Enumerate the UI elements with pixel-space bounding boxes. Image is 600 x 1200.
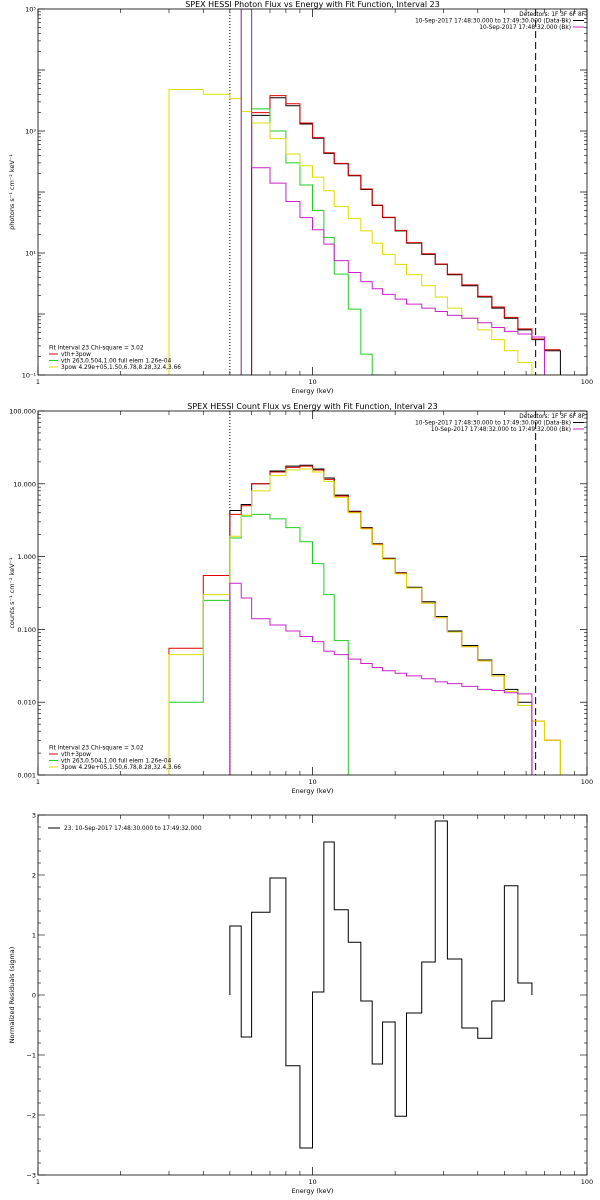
legend-title: Fit Interval 23 Chi-square = 3.02 xyxy=(49,746,144,752)
header-line: 10-Sep-2017 17:48:32.000 (Bk) xyxy=(479,25,571,31)
legend: Fit Interval 23 Chi-square = 3.02vth+3po… xyxy=(49,346,181,371)
y-tick-label: 10⁵ xyxy=(25,6,36,14)
x-tick-label: 100 xyxy=(581,1178,593,1186)
x-tick-label: 100 xyxy=(581,778,593,786)
series-residuals xyxy=(229,820,533,1149)
x-minor-ticks xyxy=(120,9,575,375)
legend-entry: vth 263,0.504,1.00 full elem 1.26e-04 xyxy=(61,759,172,765)
series-power-law xyxy=(168,88,561,375)
x-tick-label: 1 xyxy=(36,1178,40,1186)
header-line: 10-Sep-2017 17:48:30.000 to 17:49:30.000… xyxy=(415,421,571,427)
y-tick-label: −1 xyxy=(26,1052,36,1060)
x-tick-label: 10 xyxy=(308,378,316,386)
x-axis-label: Energy (keV) xyxy=(292,387,334,395)
y-tick-label: 100.000 xyxy=(9,408,36,416)
y-tick-label: 0.010 xyxy=(17,699,36,707)
legend-entry: vth 263,0.504,1.00 full elem 1.26e-04 xyxy=(61,359,172,365)
header-line: Detectors: 1F 3F 6F 8F xyxy=(519,414,585,420)
legend-entry: vth+3pow xyxy=(61,352,91,358)
x-tick-label: 10 xyxy=(308,778,316,786)
series-background xyxy=(229,582,533,775)
y-tick-label: 2 xyxy=(32,872,36,880)
chart-title: SPEX HESSI Count Flux vs Energy with Fit… xyxy=(187,402,438,411)
y-tick-label: 1.000 xyxy=(17,553,36,561)
series-group xyxy=(168,464,561,775)
y-tick-label: 10⁻¹ xyxy=(22,372,37,380)
y-tick-label: 3 xyxy=(32,812,36,820)
legend-title: Fit Interval 23 Chi-square = 3.02 xyxy=(49,346,144,352)
series-thermal xyxy=(240,9,383,375)
panel-3: 1 10 100 −3 −2 −1 0 1 2 3 Energy (keV) Normalized R… xyxy=(8,812,593,1196)
y-tick-label: 1 xyxy=(32,932,36,940)
plot-frame xyxy=(37,8,588,376)
x-tick-label: 100 xyxy=(581,378,593,386)
y-tick-label: 0 xyxy=(32,992,36,1000)
x-tick-label: 10 xyxy=(308,1178,316,1186)
plot-frame xyxy=(37,814,588,1176)
header-line: 10-Sep-2017 17:48:32.000 to 17:49:32.000… xyxy=(431,427,571,433)
y-tick-label: 10³ xyxy=(25,128,36,136)
header-line: 10-Sep-2017 17:48:30.000 to 17:49:30.000… xyxy=(415,19,571,25)
x-tick-label: 1 xyxy=(36,378,40,386)
legend: 23. 10-Sep-2017 17:48:30.000 to 17:49:32… xyxy=(48,826,202,832)
header-line: Detectors: 1F 3F 6F 8F xyxy=(519,12,585,18)
y-axis-label: photons s⁻¹ cm⁻² keV⁻¹ xyxy=(8,154,16,230)
y-axis-label: Normalized Residuals (sigma) xyxy=(8,947,16,1044)
series-group xyxy=(168,9,561,375)
panel-1: SPEX HESSI Photon Flux vs Energy with Fi… xyxy=(8,0,593,395)
x-axis-label: Energy (keV) xyxy=(292,1187,334,1195)
series-data xyxy=(229,464,533,775)
y-tick-label: −3 xyxy=(26,1172,36,1180)
x-tick-label: 1 xyxy=(36,778,40,786)
series-background xyxy=(240,9,545,375)
panel-2: SPEX HESSI Count Flux vs Energy with Fit… xyxy=(8,402,593,795)
legend: Fit Interval 23 Chi-square = 3.02vth+3po… xyxy=(49,746,181,771)
series-thermal xyxy=(168,513,349,775)
y-tick-label: 10.000 xyxy=(13,480,36,488)
x-axis-label: Energy (keV) xyxy=(292,787,334,795)
legend-entry: 3pow 4.29e+05,1.50,6.78,8.28,32.4,3.66 xyxy=(61,365,181,371)
series-group xyxy=(229,820,533,1149)
legend-entry: vth+3pow xyxy=(61,752,91,758)
y-axis-label: counts s⁻¹ cm⁻² keV⁻¹ xyxy=(8,557,16,629)
legend-entry: 3pow 4.29e+05,1.50,6.78,8.28,32.4,3.66 xyxy=(61,765,181,771)
y-tick-label: −2 xyxy=(26,1112,36,1120)
plot-frame xyxy=(37,410,588,776)
series-data xyxy=(251,97,561,375)
y-tick-label: 0.100 xyxy=(17,626,36,634)
legend-entry: 23. 10-Sep-2017 17:48:30.000 to 17:49:32… xyxy=(64,826,202,832)
x-minor-ticks xyxy=(120,815,575,1175)
series-total xyxy=(168,465,561,775)
y-tick-label: 10¹ xyxy=(25,250,36,258)
y-tick-label: 0.001 xyxy=(17,772,36,780)
x-minor-ticks xyxy=(120,411,575,775)
chart-title: SPEX HESSI Photon Flux vs Energy with Fi… xyxy=(185,0,440,9)
series-power-law xyxy=(168,468,561,775)
series-total xyxy=(251,95,561,375)
